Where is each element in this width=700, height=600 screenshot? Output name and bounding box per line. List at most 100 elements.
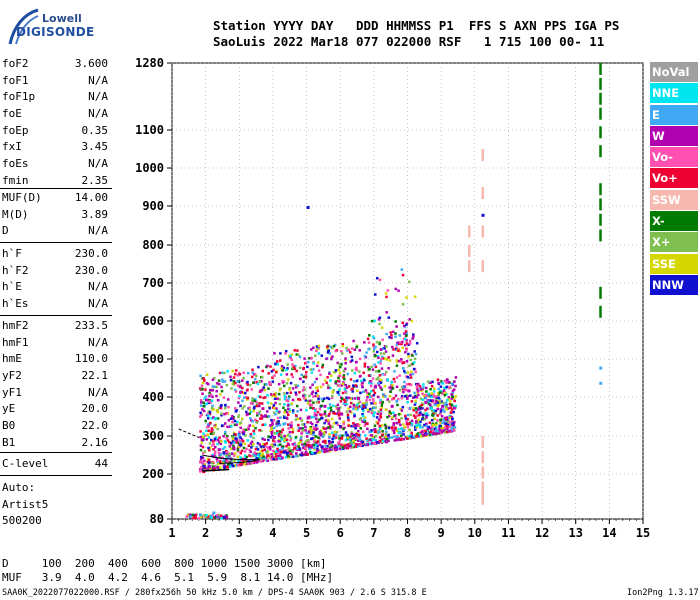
param-row-md: M(D) 3.89 bbox=[0, 207, 112, 224]
echo-point bbox=[222, 424, 225, 427]
echo-point bbox=[405, 323, 408, 326]
echo-point bbox=[453, 420, 456, 424]
series-point-vo bbox=[225, 465, 229, 469]
echo-point bbox=[329, 409, 333, 412]
echo-point bbox=[412, 409, 415, 412]
echo-point bbox=[239, 451, 242, 455]
echo-point bbox=[224, 403, 227, 407]
echo-point bbox=[402, 428, 406, 432]
echo-point bbox=[299, 417, 302, 420]
legend-item-noval: NoVal bbox=[650, 62, 698, 82]
echo-point bbox=[326, 376, 329, 379]
echo-point bbox=[305, 361, 308, 364]
echo-point bbox=[427, 400, 430, 403]
echo-point bbox=[393, 435, 396, 438]
x-tick-label: 15 bbox=[636, 526, 650, 540]
echo-point bbox=[231, 369, 234, 373]
echo-point bbox=[235, 369, 238, 372]
param-key: yF1 bbox=[2, 385, 22, 399]
param-value: 22.0 bbox=[81, 419, 109, 433]
echo-point bbox=[256, 442, 260, 445]
echo-point bbox=[441, 392, 444, 395]
echo-point bbox=[288, 430, 292, 434]
echo-point bbox=[241, 407, 244, 410]
echo-point bbox=[445, 425, 449, 428]
echo-point bbox=[448, 403, 452, 406]
echo-point bbox=[370, 409, 374, 413]
echo-point bbox=[408, 428, 412, 432]
echo-point bbox=[232, 376, 236, 379]
echo-point bbox=[288, 455, 292, 459]
echo-point bbox=[433, 427, 437, 431]
echo-point bbox=[329, 406, 332, 409]
echo-point bbox=[408, 435, 411, 439]
echo-point bbox=[328, 403, 332, 406]
echo-point bbox=[414, 401, 417, 404]
echo-point bbox=[309, 444, 312, 447]
echo-point bbox=[363, 424, 367, 427]
echo-point bbox=[431, 399, 435, 402]
echo-point bbox=[204, 419, 207, 423]
echo-point bbox=[267, 435, 270, 438]
echo-point bbox=[232, 431, 236, 435]
echo-point bbox=[314, 354, 317, 358]
echo-point bbox=[362, 430, 365, 434]
echo-point bbox=[431, 429, 435, 432]
echo-point bbox=[320, 354, 324, 357]
echo-point bbox=[332, 447, 335, 450]
echo-point bbox=[394, 428, 397, 431]
echo-point bbox=[331, 394, 334, 398]
echo-point bbox=[231, 420, 234, 424]
echo-point bbox=[215, 385, 218, 388]
footer-file-info: SAA0K_2022077022000.RSF / 280fx256h 50 k… bbox=[2, 588, 427, 598]
param-value: 3.89 bbox=[81, 207, 109, 221]
echo-point bbox=[290, 353, 294, 356]
echo-point bbox=[383, 345, 387, 348]
echo-point bbox=[379, 348, 383, 351]
echo-point bbox=[444, 422, 448, 425]
series-point-x bbox=[599, 305, 602, 318]
echo-point bbox=[302, 446, 305, 450]
echo-point bbox=[366, 408, 370, 412]
param-key: foF1 bbox=[2, 73, 29, 87]
echo-point bbox=[357, 405, 361, 408]
echo-point bbox=[386, 378, 389, 381]
echo-point bbox=[240, 438, 244, 441]
echo-point bbox=[312, 395, 315, 398]
echo-point bbox=[225, 458, 228, 462]
echo-point bbox=[244, 396, 248, 399]
echo-point bbox=[225, 454, 229, 457]
echo-point bbox=[276, 416, 280, 420]
echo-point bbox=[450, 408, 454, 411]
echo-point bbox=[255, 421, 259, 424]
echo-point bbox=[289, 436, 293, 440]
echo-point bbox=[304, 376, 307, 379]
echo-point bbox=[414, 399, 417, 403]
series-point-vo bbox=[390, 426, 394, 430]
echo-point bbox=[246, 462, 250, 465]
echo-point bbox=[441, 421, 444, 425]
echo-point bbox=[405, 348, 408, 351]
echo-point bbox=[395, 325, 398, 328]
echo-point bbox=[450, 397, 454, 400]
x-tick-label: 2 bbox=[202, 526, 209, 540]
echo-point bbox=[312, 433, 315, 437]
echo-point bbox=[424, 396, 428, 400]
echo-point bbox=[348, 442, 351, 445]
echo-point bbox=[278, 398, 281, 401]
echo-point bbox=[239, 421, 243, 424]
echo-point bbox=[251, 424, 255, 428]
echo-point bbox=[199, 467, 203, 470]
echo-point bbox=[331, 396, 334, 400]
echo-point bbox=[373, 424, 377, 427]
echo-point bbox=[201, 461, 205, 464]
echo-point bbox=[334, 382, 337, 385]
echo-point bbox=[291, 375, 294, 379]
echo-point bbox=[325, 381, 329, 385]
echo-point bbox=[313, 413, 317, 417]
echo-point bbox=[406, 418, 410, 421]
echo-point bbox=[395, 399, 399, 403]
echo-point bbox=[396, 435, 399, 439]
echo-point bbox=[411, 372, 415, 376]
echo-point bbox=[299, 427, 302, 430]
